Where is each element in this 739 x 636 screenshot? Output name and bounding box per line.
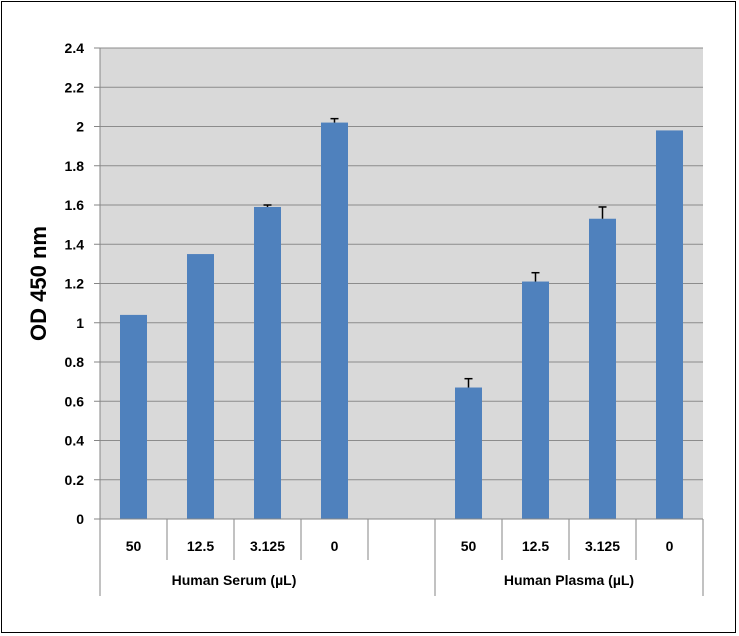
y-tick-label: 2.4 bbox=[65, 40, 85, 56]
bar bbox=[254, 206, 281, 519]
group-label: Human Serum (µL) bbox=[172, 572, 297, 588]
bar bbox=[187, 254, 214, 519]
category-label: 50 bbox=[126, 538, 142, 554]
y-axis-title: OD 450 nm bbox=[26, 226, 51, 341]
y-tick-label: 1.8 bbox=[65, 158, 85, 174]
axes bbox=[94, 47, 704, 596]
bar bbox=[522, 281, 549, 519]
y-tick-label: 0.8 bbox=[65, 354, 85, 370]
category-label: 0 bbox=[331, 538, 339, 554]
y-tick-label: 0.2 bbox=[65, 472, 85, 488]
y-tick-label: 1.6 bbox=[65, 197, 85, 213]
bar bbox=[321, 122, 348, 519]
category-label: 50 bbox=[461, 538, 477, 554]
bar bbox=[455, 387, 482, 519]
bars bbox=[120, 117, 683, 520]
labels: 0 0.2 0.4 0.6 0.8 1 1.2 1.4 1.6 1.8 2 2.2 2.4 50 12.5 3… bbox=[65, 40, 674, 588]
y-tick-label: 2 bbox=[76, 119, 84, 135]
category-label: 0 bbox=[666, 538, 674, 554]
bar bbox=[589, 218, 616, 520]
bar bbox=[120, 314, 147, 519]
bar bbox=[656, 130, 683, 520]
category-label: 12.5 bbox=[522, 538, 549, 554]
y-tick-label: 0.6 bbox=[65, 393, 85, 409]
y-tick-label: 0.4 bbox=[65, 433, 85, 449]
y-tick-label: 1.4 bbox=[65, 236, 85, 252]
y-tick-label: 0 bbox=[76, 511, 84, 527]
y-tick-label: 2.2 bbox=[65, 79, 85, 95]
y-tick-label: 1.2 bbox=[65, 276, 85, 292]
y-tick-label: 1 bbox=[76, 315, 84, 331]
category-label: 12.5 bbox=[187, 538, 214, 554]
category-label: 3.125 bbox=[250, 538, 285, 554]
category-label: 3.125 bbox=[585, 538, 620, 554]
group-label: Human Plasma (µL) bbox=[504, 572, 634, 588]
